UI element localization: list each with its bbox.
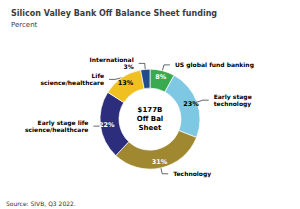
svg-text:Silicon Valley Bank Off Balanc: Silicon Valley Bank Off Balance Sheet fu… — [11, 9, 217, 18]
svg-text:31%: 31% — [152, 158, 168, 166]
svg-text:23%: 23% — [183, 100, 199, 108]
svg-text:Early stage life: Early stage life — [37, 119, 89, 127]
svg-text:22%: 22% — [99, 121, 115, 129]
svg-text:13%: 13% — [118, 79, 134, 87]
svg-text:Off Bal: Off Bal — [137, 115, 164, 123]
svg-text:Early stage: Early stage — [213, 93, 252, 101]
svg-text:Life: Life — [91, 72, 104, 79]
svg-text:$177B: $177B — [138, 106, 163, 114]
svg-text:Sheet: Sheet — [139, 124, 163, 132]
svg-text:Percent: Percent — [11, 21, 38, 29]
svg-text:science/healthcare: science/healthcare — [25, 126, 89, 133]
svg-text:science/healthcare: science/healthcare — [40, 79, 104, 86]
svg-text:technology: technology — [214, 100, 252, 108]
svg-text:International: International — [90, 56, 134, 63]
svg-text:Technology: Technology — [173, 170, 211, 178]
svg-text:8%: 8% — [155, 73, 167, 81]
svg-text:Source: SIVB, Q3 2022.: Source: SIVB, Q3 2022. — [6, 200, 76, 207]
svg-text:US global fund banking: US global fund banking — [175, 61, 254, 69]
svg-text:3%: 3% — [124, 63, 134, 70]
